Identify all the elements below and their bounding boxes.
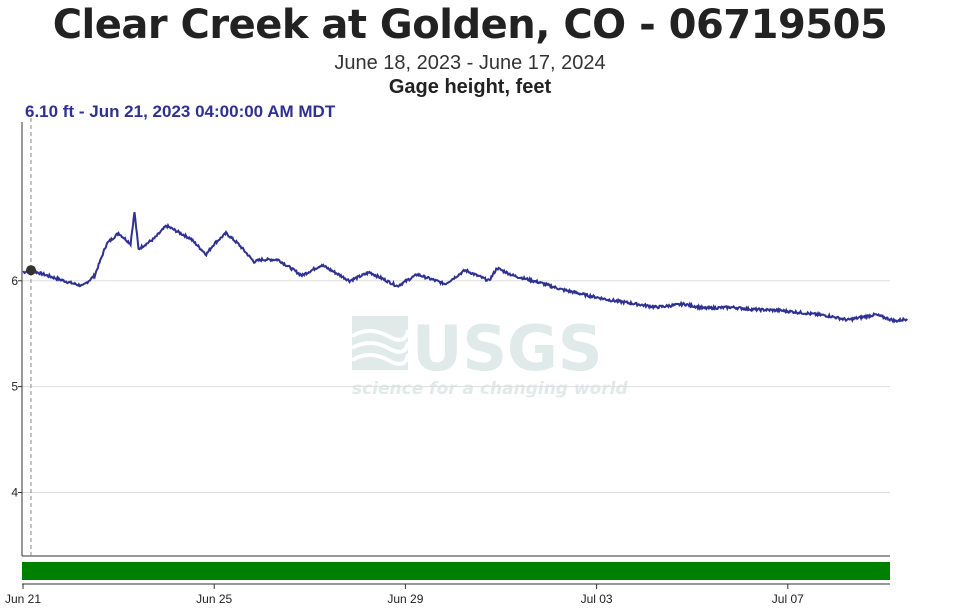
approval-status-bar[interactable] [22, 562, 890, 580]
y-tick-label-5: 5 [11, 380, 18, 394]
x-tick-label: Jul 03 [581, 592, 613, 606]
x-axis-ticks: Jun 21 Jun 25 Jun 29 Jul 03 Jul 07 [5, 584, 804, 606]
y-tick-label-4: 4 [11, 485, 18, 499]
y-grid [22, 280, 890, 493]
x-tick-label: Jun 29 [387, 592, 423, 606]
hover-tooltip: 6.10 ft - Jun 21, 2023 04:00:00 AM MDT [25, 102, 336, 121]
chart-title: Clear Creek at Golden, CO - 06719505 [52, 2, 888, 48]
x-tick-label: Jun 21 [5, 592, 41, 606]
gage-height-series-line[interactable] [22, 211, 909, 324]
y-axis-ticks: 4 5 6 [11, 274, 22, 499]
chart-date-range: June 18, 2023 - June 17, 2024 [334, 52, 606, 74]
usgs-tagline: science for a changing world [352, 379, 628, 399]
chart-parameter-label: Gage height, feet [388, 76, 552, 98]
usgs-logo-text: USGS [412, 312, 603, 385]
x-tick-label: Jul 07 [772, 592, 804, 606]
hover-point-marker [25, 265, 36, 276]
usgs-logo-icon [351, 316, 410, 370]
usgs-watermark: USGS science for a changing world [351, 312, 628, 399]
y-tick-label-6: 6 [11, 274, 18, 288]
x-tick-label: Jun 25 [196, 592, 232, 606]
